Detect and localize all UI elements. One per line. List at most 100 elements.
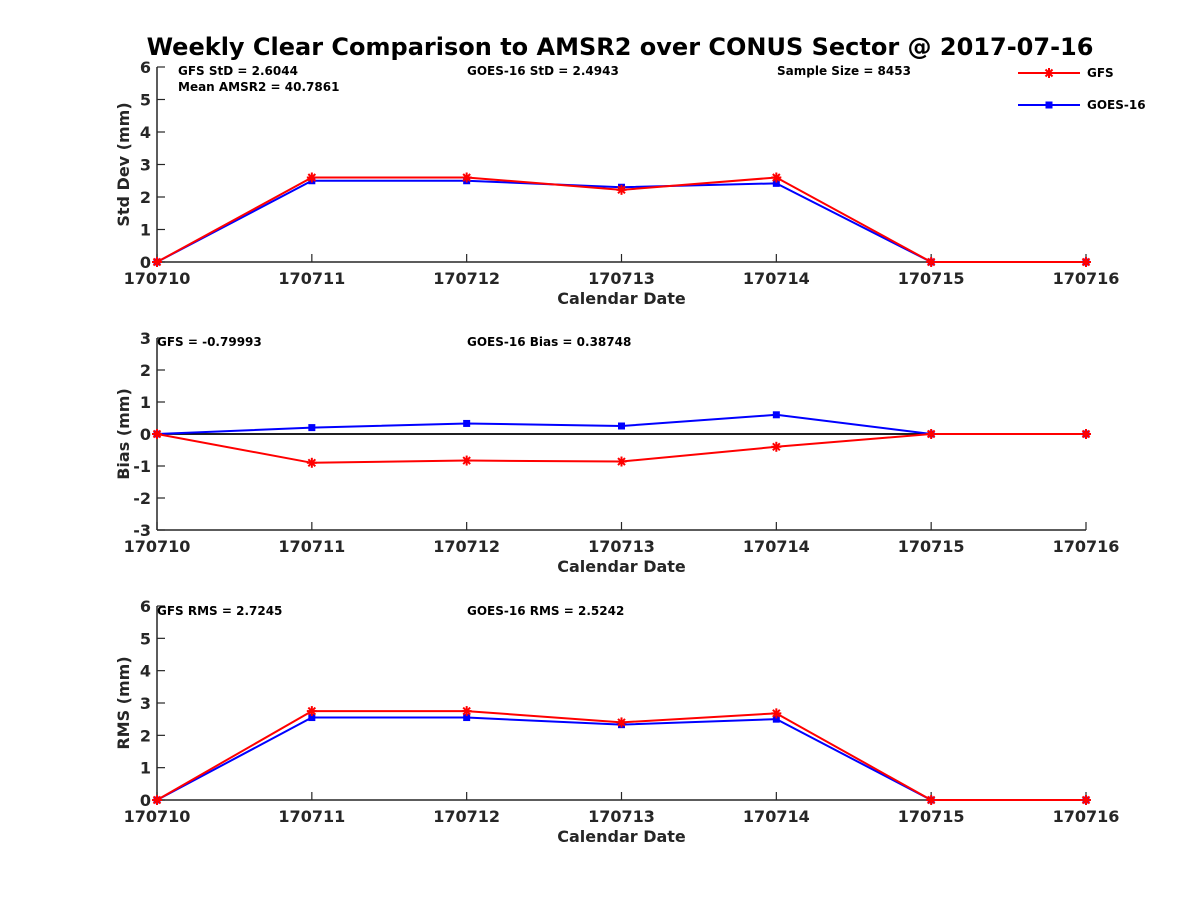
data-point bbox=[1081, 795, 1091, 805]
data-point bbox=[772, 411, 780, 419]
data-point bbox=[306, 706, 317, 717]
legend: GFS GOES-16 bbox=[1018, 66, 1146, 112]
data-point bbox=[461, 455, 472, 466]
panels: 0 1 2 3 4 5 6 170710 170711 170712 170713 170714 170… bbox=[114, 58, 1119, 846]
y-tick-label: 3 bbox=[140, 694, 151, 713]
y-tick-label: 6 bbox=[140, 58, 151, 77]
stat-annotation: GOES-16 Bias = 0.38748 bbox=[467, 335, 631, 349]
legend-item-gfs: GFS bbox=[1018, 66, 1114, 80]
data-point bbox=[308, 714, 316, 722]
data-point bbox=[308, 424, 316, 432]
data-point bbox=[1081, 429, 1091, 439]
y-tick-label: 6 bbox=[140, 597, 151, 616]
data-point bbox=[616, 456, 627, 467]
y-axis-label: Std Dev (mm) bbox=[114, 102, 133, 226]
data-point bbox=[772, 179, 780, 187]
legend-item-goes-16: GOES-16 bbox=[1018, 98, 1146, 112]
series-gfs bbox=[152, 706, 1091, 805]
y-tick-label: 5 bbox=[140, 91, 151, 110]
x-tick-label: 170712 bbox=[433, 537, 500, 556]
x-tick-label: 170714 bbox=[743, 807, 810, 826]
y-tick-label: 2 bbox=[140, 361, 151, 380]
y-tick-label: 4 bbox=[140, 123, 151, 142]
data-point bbox=[463, 419, 471, 427]
x-axis-label: Calendar Date bbox=[557, 289, 686, 308]
legend-label: GFS bbox=[1087, 66, 1114, 80]
x-tick-label: 170714 bbox=[743, 269, 810, 288]
x-tick-label: 170714 bbox=[743, 537, 810, 556]
y-tick-label: 3 bbox=[140, 329, 151, 348]
x-tick-label: 170715 bbox=[898, 807, 965, 826]
x-tick-label: 170710 bbox=[124, 537, 191, 556]
data-point bbox=[771, 441, 782, 452]
legend-label: GOES-16 bbox=[1087, 98, 1146, 112]
panel-1: 0 1 2 3 4 5 6 170710 170711 170712 170713 170714 170… bbox=[114, 58, 1119, 308]
stat-annotation: GOES-16 RMS = 2.5242 bbox=[467, 604, 624, 618]
stat-annotation: Sample Size = 8453 bbox=[777, 64, 911, 78]
series-line bbox=[156, 716, 1086, 801]
y-tick-label: 1 bbox=[140, 393, 151, 412]
y-tick-label: -3 bbox=[133, 521, 151, 540]
legend-marker bbox=[1045, 101, 1053, 109]
x-tick-label: 170713 bbox=[588, 537, 655, 556]
x-tick-label: 170710 bbox=[124, 807, 191, 826]
x-tick-label: 170710 bbox=[124, 269, 191, 288]
x-tick-label: 170712 bbox=[433, 807, 500, 826]
x-tick-label: 170711 bbox=[278, 269, 345, 288]
stat-annotation: GFS = -0.79993 bbox=[157, 335, 262, 349]
data-point bbox=[152, 257, 162, 267]
y-tick-label: 4 bbox=[140, 662, 151, 681]
y-tick-label: -2 bbox=[133, 489, 151, 508]
y-tick-label: 0 bbox=[140, 425, 151, 444]
data-point bbox=[152, 429, 162, 439]
series-gfs bbox=[152, 172, 1091, 267]
stat-annotation: GFS RMS = 2.7245 bbox=[157, 604, 282, 618]
y-tick-label: 3 bbox=[140, 156, 151, 175]
x-axis-label: Calendar Date bbox=[557, 557, 686, 576]
data-point bbox=[772, 715, 780, 723]
data-point bbox=[306, 457, 317, 468]
data-point bbox=[771, 172, 782, 183]
x-tick-label: 170711 bbox=[278, 807, 345, 826]
y-tick-label: 1 bbox=[140, 221, 151, 240]
data-point bbox=[616, 717, 627, 728]
data-point bbox=[926, 257, 937, 267]
legend-marker bbox=[1044, 68, 1054, 78]
y-axis-label: Bias (mm) bbox=[114, 388, 133, 480]
data-point bbox=[926, 429, 937, 439]
stat-annotation: GFS StD = 2.6044 bbox=[178, 64, 298, 78]
x-tick-label: 170716 bbox=[1053, 807, 1120, 826]
panel-2: -3 -2 -1 0 1 2 3 170710 170711 170712 170713 170714… bbox=[114, 329, 1119, 576]
y-tick-label: 5 bbox=[140, 629, 151, 648]
x-tick-label: 170716 bbox=[1053, 269, 1120, 288]
data-point bbox=[461, 706, 472, 717]
figure-title: Weekly Clear Comparison to AMSR2 over CO… bbox=[147, 33, 1094, 61]
data-point bbox=[461, 172, 472, 183]
y-tick-label: 2 bbox=[140, 726, 151, 745]
y-tick-label: 2 bbox=[140, 188, 151, 207]
panel-3: 0 1 2 3 4 5 6 170710 170711 170712 170713 170714 170… bbox=[114, 597, 1119, 846]
y-tick-label: 0 bbox=[140, 791, 151, 810]
data-point bbox=[152, 795, 162, 805]
y-tick-label: 1 bbox=[140, 759, 151, 778]
x-tick-label: 170713 bbox=[588, 269, 655, 288]
x-tick-label: 170715 bbox=[898, 269, 965, 288]
y-axis-label: RMS (mm) bbox=[114, 656, 133, 749]
x-axis-label: Calendar Date bbox=[557, 827, 686, 846]
stat-annotation: Mean AMSR2 = 40.7861 bbox=[178, 80, 339, 94]
data-point bbox=[926, 795, 937, 805]
data-point bbox=[1081, 257, 1091, 267]
y-tick-label: 0 bbox=[140, 253, 151, 272]
x-tick-label: 170711 bbox=[278, 537, 345, 556]
stat-annotation: GOES-16 StD = 2.4943 bbox=[467, 64, 619, 78]
data-point bbox=[616, 184, 627, 195]
x-tick-label: 170713 bbox=[588, 807, 655, 826]
x-tick-label: 170716 bbox=[1053, 537, 1120, 556]
series-gfs bbox=[152, 429, 1091, 468]
data-point bbox=[306, 172, 317, 183]
data-point bbox=[618, 422, 625, 430]
y-tick-label: -1 bbox=[133, 457, 151, 476]
series-goes-16 bbox=[153, 714, 1090, 804]
data-point bbox=[463, 714, 471, 722]
